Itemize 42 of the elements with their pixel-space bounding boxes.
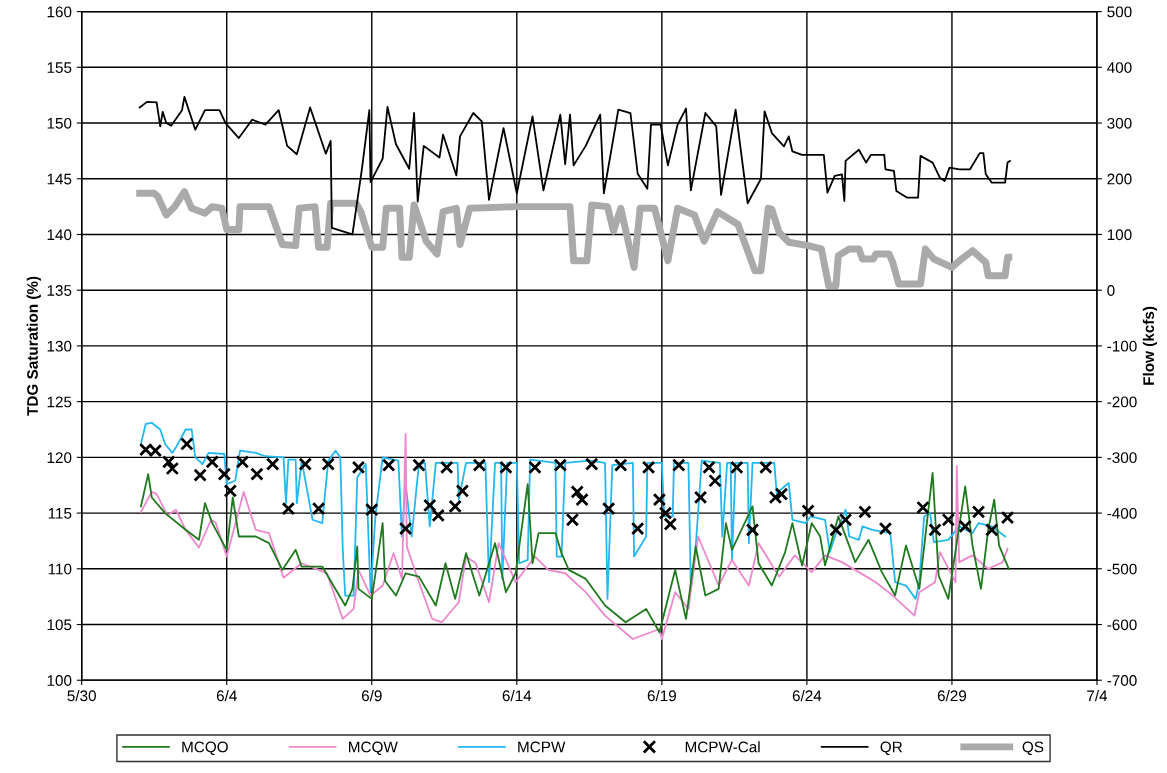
x-tick-label: 6/4	[216, 689, 237, 702]
y2-axis-title: Flow (kcfs)	[1142, 306, 1158, 385]
y-tick-label: 150	[47, 117, 72, 129]
y2-tick-label: -600	[1107, 619, 1137, 631]
y-tick-label: 130	[47, 340, 72, 352]
y-axis-title: TDG Saturation (%)	[26, 276, 41, 416]
y2-tick-label: -700	[1107, 675, 1137, 686]
legend-label: MCPW	[518, 741, 566, 753]
y2-tick-label: 300	[1107, 117, 1132, 129]
y-tick-label: 115	[48, 508, 72, 519]
legend-label: MCQO	[182, 741, 228, 756]
y-tick-label: 110	[48, 563, 72, 575]
x-tick-label: 6/14	[502, 689, 532, 702]
x-tick-label: 6/29	[937, 689, 967, 702]
y2-tick-label: -100	[1107, 340, 1137, 352]
y-tick-label: 140	[47, 229, 72, 241]
y2-tick-label: 500	[1107, 6, 1132, 18]
y2-tick-label: 200	[1107, 173, 1132, 185]
x-tick-label: 6/19	[647, 689, 676, 702]
y-tick-label: 120	[47, 452, 72, 464]
y-tick-label: 160	[47, 6, 72, 18]
y2-tick-label: -200	[1107, 396, 1137, 408]
x-tick-label: 6/9	[361, 689, 382, 702]
legend-label: MCPW-Cal	[685, 741, 760, 753]
y2-tick-label: 100	[1107, 229, 1132, 241]
y-tick-label: 155	[47, 62, 72, 73]
y2-tick-label: 400	[1107, 62, 1132, 73]
y2-tick-label: -500	[1107, 563, 1137, 575]
y-tick-label: 105	[47, 619, 72, 631]
y2-tick-label: -400	[1107, 507, 1137, 519]
legend-label: MCQW	[349, 741, 398, 756]
y-tick-label: 125	[47, 396, 72, 408]
x-tick-label: 5/30	[67, 689, 96, 702]
y-tick-label: 100	[47, 675, 72, 686]
legend-label: QS	[1022, 741, 1044, 756]
y-tick-label: 145	[47, 173, 72, 185]
y-tick-label: 135	[47, 285, 72, 296]
y2-tick-label: 0	[1107, 285, 1115, 296]
y2-tick-label: -300	[1107, 452, 1137, 464]
x-tick-label: 6/24	[792, 689, 822, 702]
legend-label: QR	[880, 741, 903, 756]
x-tick-label: 7/4	[1087, 689, 1108, 702]
